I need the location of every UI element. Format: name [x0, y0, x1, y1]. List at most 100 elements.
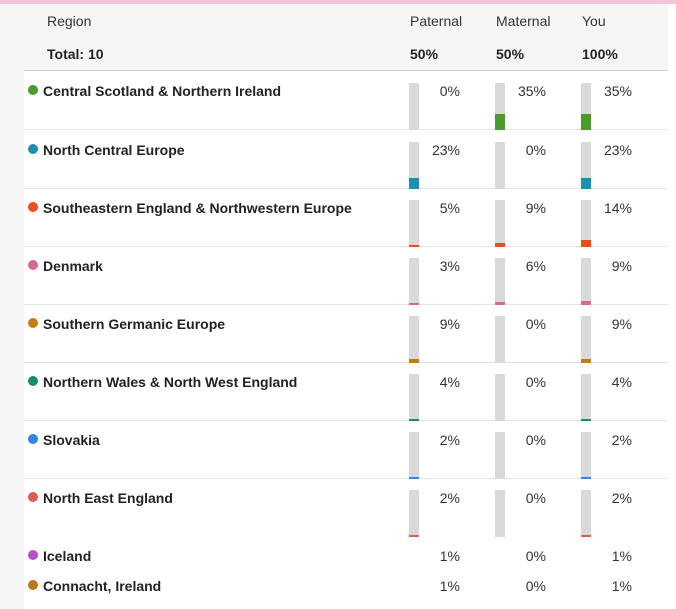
paternal-percentage: 4%: [439, 374, 460, 390]
paternal-column-header: Paternal: [410, 13, 463, 29]
paternal-share-fill: [409, 245, 419, 247]
region-row[interactable]: Central Scotland & Northern Ireland 0% 35%…: [24, 71, 668, 130]
you-percentage: 1%: [611, 578, 632, 594]
you-percentage: 23%: [603, 142, 632, 158]
paternal-share-fill: [409, 477, 419, 479]
you-share-bar: [581, 432, 591, 479]
maternal-percentage: 0%: [525, 432, 546, 448]
maternal-percentage: 0%: [525, 578, 546, 594]
paternal-percentage: 1%: [439, 578, 460, 594]
maternal-percentage: 35%: [517, 83, 546, 99]
top-accent-strip: [0, 0, 676, 4]
region-row[interactable]: Northern Wales & North West England 4% 0% 4…: [24, 362, 668, 421]
maternal-share-bar: [495, 316, 505, 363]
maternal-percentage: 6%: [525, 258, 546, 274]
paternal-share-bar: [409, 142, 419, 189]
maternal-percentage: 9%: [525, 200, 546, 216]
paternal-percentage: 23%: [431, 142, 460, 158]
left-gutter: [0, 4, 24, 609]
you-share-bar: [581, 142, 591, 189]
region-name: North Central Europe: [43, 142, 185, 158]
paternal-share-fill: [409, 303, 419, 305]
region-row[interactable]: Southern Germanic Europe 9% 0% 9%: [24, 304, 668, 363]
paternal-percentage: 1%: [439, 548, 460, 564]
maternal-column-header: Maternal: [496, 13, 551, 29]
paternal-share-bar: [409, 316, 419, 363]
region-name: Slovakia: [43, 432, 100, 448]
table-header: Region Total: 10 Paternal 50% Maternal 5…: [24, 4, 668, 71]
you-share-fill: [581, 301, 591, 305]
you-share-bar: [581, 374, 591, 421]
you-share-bar: [581, 316, 591, 363]
total-count: Total: 10: [47, 46, 104, 62]
you-percentage: 14%: [603, 200, 632, 216]
you-percentage: 2%: [611, 432, 632, 448]
you-percentage: 1%: [611, 548, 632, 564]
maternal-share-bar: [495, 142, 505, 189]
you-share-fill: [581, 359, 591, 363]
you-share-fill: [581, 114, 591, 130]
you-share-bar: [581, 490, 591, 537]
ethnicity-table: Region Total: 10 Paternal 50% Maternal 5…: [24, 4, 668, 609]
region-color-dot: [28, 434, 38, 444]
region-color-dot: [28, 260, 38, 270]
maternal-share-bar: [495, 490, 505, 537]
maternal-share-fill: [495, 243, 505, 247]
region-name: Southeastern England & Northwestern Euro…: [43, 200, 352, 216]
region-row[interactable]: Slovakia 2% 0% 2%: [24, 420, 668, 479]
paternal-share-bar: [409, 258, 419, 305]
you-share-fill: [581, 419, 591, 421]
region-row[interactable]: Southeastern England & Northwestern Euro…: [24, 188, 668, 247]
maternal-total: 50%: [496, 46, 525, 62]
paternal-share-bar: [409, 83, 419, 130]
region-name: Denmark: [43, 258, 103, 274]
paternal-share-bar: [409, 200, 419, 247]
paternal-percentage: 2%: [439, 432, 460, 448]
you-percentage: 35%: [603, 83, 632, 99]
region-color-dot: [28, 580, 38, 590]
region-color-dot: [28, 492, 38, 502]
region-row[interactable]: North Central Europe 23% 0% 23%: [24, 130, 668, 189]
paternal-total: 50%: [410, 46, 439, 62]
paternal-share-fill: [409, 535, 419, 537]
region-color-dot: [28, 376, 38, 386]
region-name: Southern Germanic Europe: [43, 316, 226, 332]
region-color-dot: [28, 550, 38, 560]
maternal-percentage: 0%: [525, 316, 546, 332]
you-percentage: 9%: [611, 316, 632, 332]
region-row[interactable]: North East England 2% 0% 2%: [24, 478, 668, 537]
region-name: Northern Wales & North West England: [43, 374, 298, 390]
maternal-share-fill: [495, 114, 505, 130]
you-percentage: 4%: [611, 374, 632, 390]
maternal-percentage: 0%: [525, 142, 546, 158]
maternal-share-fill: [495, 302, 505, 305]
maternal-percentage: 0%: [525, 548, 546, 564]
you-percentage: 9%: [611, 258, 632, 274]
maternal-share-bar: [495, 83, 505, 130]
region-row[interactable]: Iceland 1% 0% 1%: [24, 536, 668, 566]
paternal-share-bar: [409, 490, 419, 537]
you-share-fill: [581, 535, 591, 537]
you-share-fill: [581, 477, 591, 479]
maternal-share-bar: [495, 258, 505, 305]
region-color-dot: [28, 144, 38, 154]
paternal-percentage: 0%: [439, 83, 460, 99]
paternal-share-bar: [409, 432, 419, 479]
you-share-bar: [581, 200, 591, 247]
you-percentage: 2%: [611, 490, 632, 506]
maternal-percentage: 0%: [525, 490, 546, 506]
paternal-share-fill: [409, 359, 419, 363]
region-color-dot: [28, 85, 38, 95]
region-column-header: Region: [47, 13, 92, 29]
you-share-fill: [581, 240, 591, 247]
paternal-share-fill: [409, 419, 419, 421]
region-row[interactable]: Connacht, Ireland 1% 0% 1%: [24, 566, 668, 596]
maternal-share-bar: [495, 200, 505, 247]
paternal-share-bar: [409, 374, 419, 421]
region-row[interactable]: Denmark 3% 6% 9%: [24, 246, 668, 305]
paternal-percentage: 2%: [439, 490, 460, 506]
region-color-dot: [28, 202, 38, 212]
you-total: 100%: [582, 46, 618, 62]
paternal-percentage: 9%: [439, 316, 460, 332]
region-name: Iceland: [43, 548, 92, 564]
